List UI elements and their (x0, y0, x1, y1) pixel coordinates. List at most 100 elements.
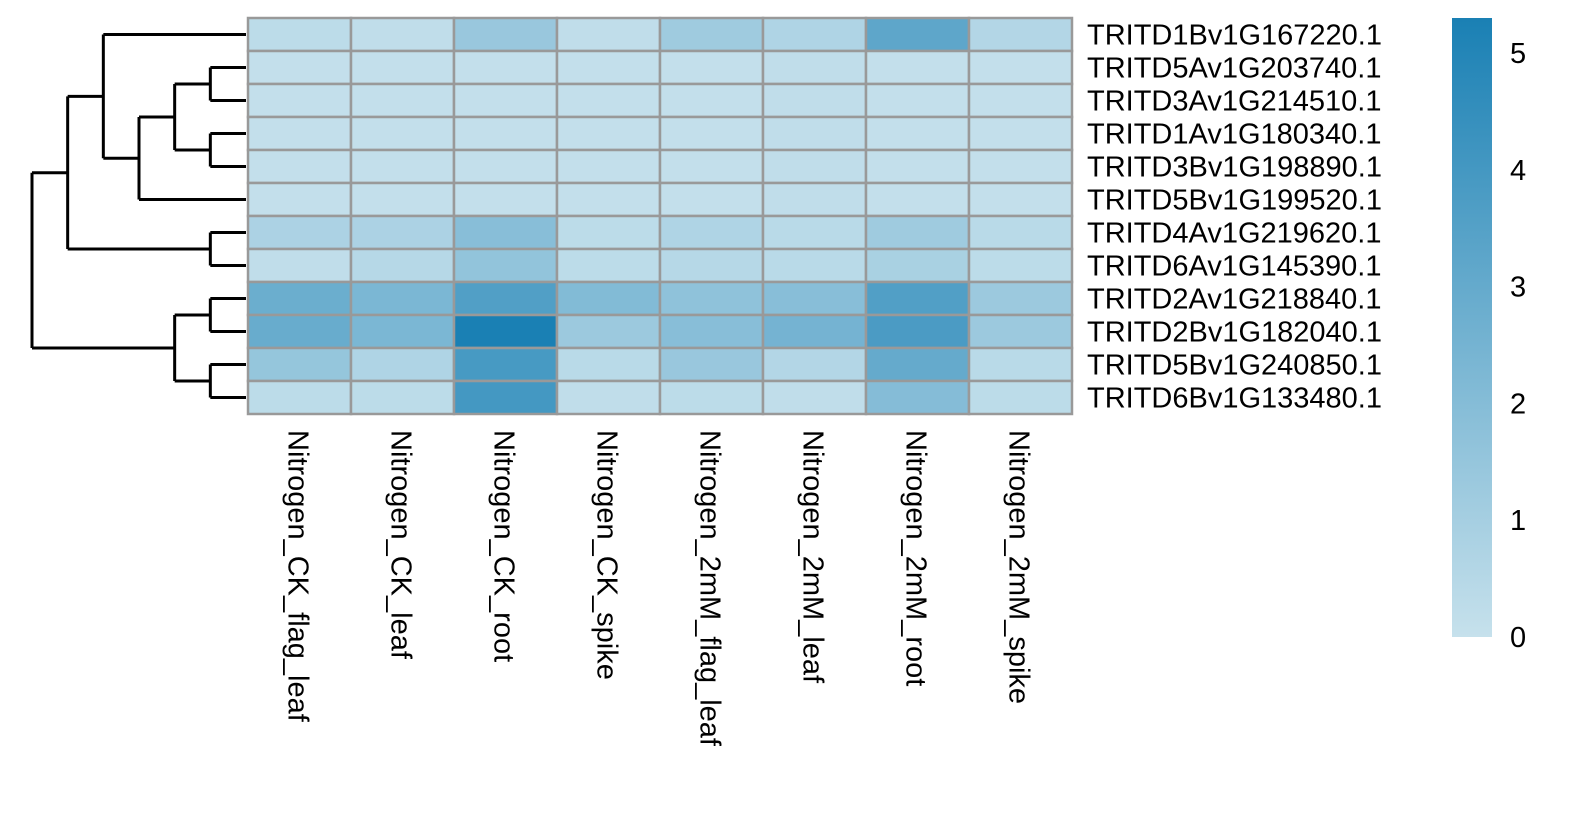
cell-tritd5bv1g240850-1-nitrogen-2mm-spike (967, 346, 1074, 383)
cell-tritd1bv1g167220-1-nitrogen-ck-spike (555, 16, 662, 53)
column-label: Nitrogen_CK_spike (591, 430, 623, 680)
legend-tick-label: 2 (1510, 388, 1526, 420)
column-label: Nitrogen_2mM_root (900, 430, 932, 686)
cell-tritd3bv1g198890-1-nitrogen-2mm-flag-leaf (658, 148, 765, 185)
cell-tritd5bv1g199520-1-nitrogen-2mm-leaf (761, 181, 868, 218)
cell-tritd5av1g203740-1-nitrogen-ck-flag-leaf (246, 49, 353, 86)
cell-tritd3bv1g198890-1-nitrogen-ck-spike (555, 148, 662, 185)
cell-tritd6bv1g133480-1-nitrogen-ck-flag-leaf (246, 379, 353, 416)
cell-tritd5bv1g199520-1-nitrogen-ck-root (452, 181, 559, 218)
cell-tritd4av1g219620-1-nitrogen-ck-leaf (349, 214, 456, 251)
column-label: Nitrogen_2mM_spike (1003, 430, 1035, 704)
cell-tritd4av1g219620-1-nitrogen-2mm-flag-leaf (658, 214, 765, 251)
cell-tritd2bv1g182040-1-nitrogen-ck-leaf (349, 313, 456, 350)
color-legend-bar (1452, 18, 1492, 637)
cell-tritd6av1g145390-1-nitrogen-ck-root (452, 247, 559, 284)
row-label: TRITD1Av1G180340.1 (1087, 119, 1381, 151)
cell-tritd1av1g180340-1-nitrogen-2mm-flag-leaf (658, 115, 765, 152)
cell-tritd3av1g214510-1-nitrogen-ck-leaf (349, 82, 456, 119)
column-label: Nitrogen_CK_root (488, 430, 520, 662)
cell-tritd5bv1g240850-1-nitrogen-ck-spike (555, 346, 662, 383)
cell-tritd5av1g203740-1-nitrogen-2mm-leaf (761, 49, 868, 86)
cell-tritd1av1g180340-1-nitrogen-ck-flag-leaf (246, 115, 353, 152)
legend-tick-label: 0 (1510, 622, 1526, 654)
cell-tritd3av1g214510-1-nitrogen-ck-flag-leaf (246, 82, 353, 119)
cell-tritd6av1g145390-1-nitrogen-2mm-leaf (761, 247, 868, 284)
row-label: TRITD5Bv1G240850.1 (1087, 350, 1382, 382)
cell-tritd4av1g219620-1-nitrogen-2mm-spike (967, 214, 1074, 251)
cell-tritd3av1g214510-1-nitrogen-2mm-root (864, 82, 971, 119)
cell-tritd6av1g145390-1-nitrogen-ck-flag-leaf (246, 247, 353, 284)
color-legend: 0 1 2 3 4 5 (1452, 18, 1526, 654)
cell-tritd5bv1g240850-1-nitrogen-2mm-leaf (761, 346, 868, 383)
cell-tritd4av1g219620-1-nitrogen-2mm-leaf (761, 214, 868, 251)
cell-tritd2av1g218840-1-nitrogen-2mm-flag-leaf (658, 280, 765, 317)
cell-tritd1av1g180340-1-nitrogen-2mm-spike (967, 115, 1074, 152)
cell-tritd3bv1g198890-1-nitrogen-ck-leaf (349, 148, 456, 185)
cell-tritd1bv1g167220-1-nitrogen-ck-flag-leaf (246, 16, 353, 53)
cell-tritd3bv1g198890-1-nitrogen-2mm-leaf (761, 148, 868, 185)
cell-tritd3av1g214510-1-nitrogen-ck-spike (555, 82, 662, 119)
cell-tritd5bv1g240850-1-nitrogen-ck-root (452, 346, 559, 383)
cell-tritd2bv1g182040-1-nitrogen-2mm-spike (967, 313, 1074, 350)
cell-tritd6bv1g133480-1-nitrogen-2mm-spike (967, 379, 1074, 416)
row-labels: TRITD1Bv1G167220.1TRITD5Av1G203740.1TRIT… (1087, 20, 1382, 415)
cell-tritd6av1g145390-1-nitrogen-2mm-spike (967, 247, 1074, 284)
row-label: TRITD4Av1G219620.1 (1087, 218, 1381, 250)
cell-tritd1bv1g167220-1-nitrogen-2mm-leaf (761, 16, 868, 53)
cell-tritd5bv1g199520-1-nitrogen-2mm-spike (967, 181, 1074, 218)
cell-tritd5bv1g199520-1-nitrogen-2mm-root (864, 181, 971, 218)
cell-tritd2bv1g182040-1-nitrogen-ck-root (452, 313, 559, 350)
cell-tritd2av1g218840-1-nitrogen-2mm-spike (967, 280, 1074, 317)
heatmap-cells (246, 16, 1074, 416)
legend-tick-label: 4 (1510, 155, 1526, 187)
cell-tritd2bv1g182040-1-nitrogen-2mm-flag-leaf (658, 313, 765, 350)
cell-tritd1av1g180340-1-nitrogen-2mm-root (864, 115, 971, 152)
row-label: TRITD5Av1G203740.1 (1087, 53, 1381, 85)
cell-tritd6av1g145390-1-nitrogen-ck-spike (555, 247, 662, 284)
cell-tritd2bv1g182040-1-nitrogen-ck-flag-leaf (246, 313, 353, 350)
cell-tritd2av1g218840-1-nitrogen-ck-leaf (349, 280, 456, 317)
cell-tritd6bv1g133480-1-nitrogen-ck-spike (555, 379, 662, 416)
column-label: Nitrogen_CK_flag_leaf (282, 430, 314, 723)
cell-tritd5av1g203740-1-nitrogen-2mm-root (864, 49, 971, 86)
cell-tritd2av1g218840-1-nitrogen-ck-spike (555, 280, 662, 317)
column-label: Nitrogen_2mM_flag_leaf (694, 430, 726, 747)
cell-tritd5bv1g240850-1-nitrogen-ck-leaf (349, 346, 456, 383)
cell-tritd5av1g203740-1-nitrogen-ck-root (452, 49, 559, 86)
cell-tritd4av1g219620-1-nitrogen-ck-flag-leaf (246, 214, 353, 251)
cell-tritd6bv1g133480-1-nitrogen-2mm-leaf (761, 379, 868, 416)
cell-tritd3bv1g198890-1-nitrogen-2mm-root (864, 148, 971, 185)
cell-tritd2av1g218840-1-nitrogen-2mm-leaf (761, 280, 868, 317)
cell-tritd6bv1g133480-1-nitrogen-ck-root (452, 379, 559, 416)
cell-tritd6av1g145390-1-nitrogen-2mm-flag-leaf (658, 247, 765, 284)
cell-tritd4av1g219620-1-nitrogen-ck-spike (555, 214, 662, 251)
cell-tritd3bv1g198890-1-nitrogen-ck-root (452, 148, 559, 185)
legend-tick-label: 1 (1510, 505, 1526, 537)
row-label: TRITD2Bv1G182040.1 (1087, 317, 1382, 349)
row-label: TRITD3Av1G214510.1 (1087, 86, 1381, 118)
cell-tritd3av1g214510-1-nitrogen-2mm-leaf (761, 82, 868, 119)
cell-tritd5av1g203740-1-nitrogen-2mm-spike (967, 49, 1074, 86)
cell-tritd3av1g214510-1-nitrogen-ck-root (452, 82, 559, 119)
row-label: TRITD1Bv1G167220.1 (1087, 20, 1382, 52)
cell-tritd1bv1g167220-1-nitrogen-ck-root (452, 16, 559, 53)
cell-tritd3bv1g198890-1-nitrogen-2mm-spike (967, 148, 1074, 185)
cell-tritd5bv1g240850-1-nitrogen-ck-flag-leaf (246, 346, 353, 383)
cell-tritd2av1g218840-1-nitrogen-ck-root (452, 280, 559, 317)
cell-tritd3av1g214510-1-nitrogen-2mm-spike (967, 82, 1074, 119)
cell-tritd6av1g145390-1-nitrogen-2mm-root (864, 247, 971, 284)
cell-tritd2bv1g182040-1-nitrogen-2mm-leaf (761, 313, 868, 350)
row-label: TRITD6Av1G145390.1 (1087, 251, 1381, 283)
cell-tritd5bv1g240850-1-nitrogen-2mm-flag-leaf (658, 346, 765, 383)
row-label: TRITD6Bv1G133480.1 (1087, 383, 1382, 415)
cell-tritd5bv1g199520-1-nitrogen-ck-flag-leaf (246, 181, 353, 218)
row-dendrogram (30, 33, 246, 399)
cell-tritd5av1g203740-1-nitrogen-ck-leaf (349, 49, 456, 86)
cell-tritd2bv1g182040-1-nitrogen-2mm-root (864, 313, 971, 350)
cell-tritd5bv1g240850-1-nitrogen-2mm-root (864, 346, 971, 383)
cell-tritd2av1g218840-1-nitrogen-ck-flag-leaf (246, 280, 353, 317)
cell-tritd3bv1g198890-1-nitrogen-ck-flag-leaf (246, 148, 353, 185)
